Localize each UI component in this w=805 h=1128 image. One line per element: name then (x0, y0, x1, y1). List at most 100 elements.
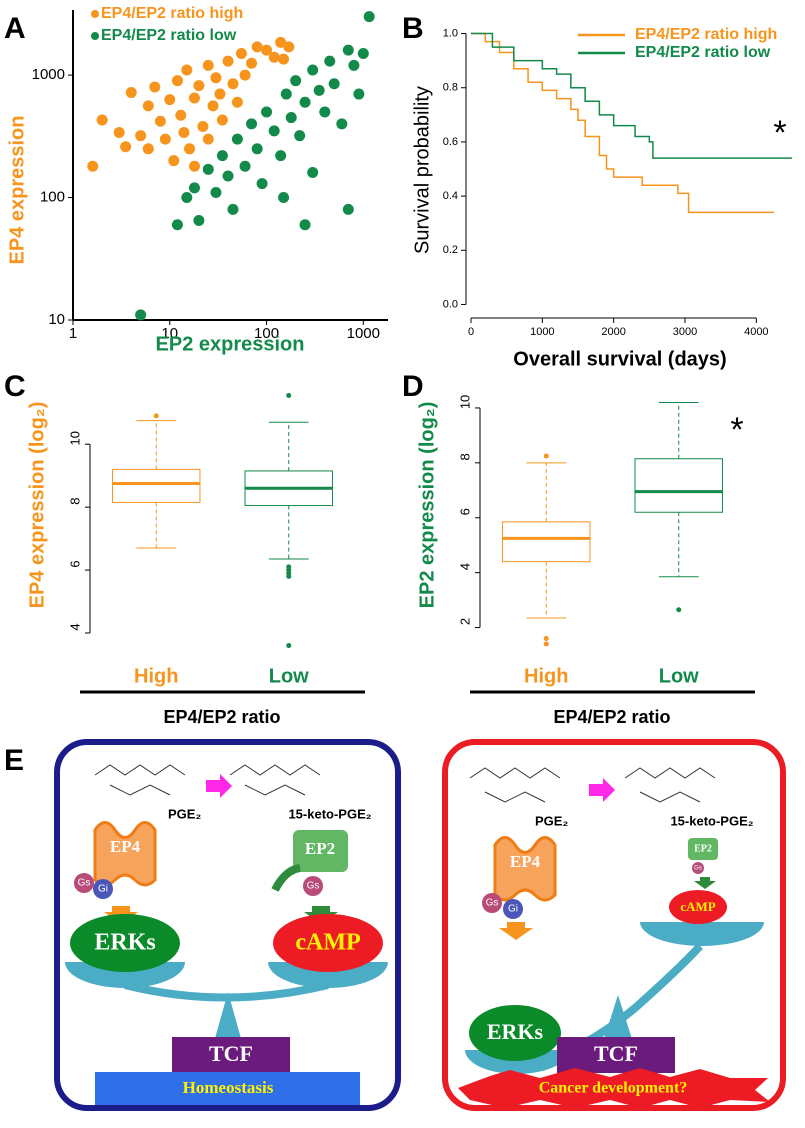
outcome-box (95, 1072, 360, 1105)
structure (639, 791, 701, 803)
x-axis-label: Overall survival (days) (513, 348, 726, 370)
panel-letter: B (402, 12, 424, 45)
y-axis-label: EP4 expression (log₂) (26, 402, 48, 609)
point (235, 48, 247, 60)
panel-letter: A (4, 12, 26, 45)
x-tick-label: 4000 (744, 326, 768, 338)
point (231, 96, 243, 108)
y-tick-label: 1000 (32, 66, 65, 83)
point (125, 87, 137, 99)
point (261, 44, 273, 56)
x-tick-label: 10 (161, 325, 178, 342)
point (142, 143, 154, 155)
point (319, 106, 331, 118)
point (227, 203, 239, 215)
node (172, 1037, 290, 1073)
node (469, 1005, 561, 1061)
point (188, 92, 200, 104)
y-tick-label: 1.0 (443, 27, 458, 39)
label: Gi (508, 904, 518, 915)
pan (65, 962, 185, 988)
point (307, 64, 319, 76)
pan (268, 962, 388, 988)
point (268, 125, 280, 137)
point (348, 59, 360, 71)
x-tick-label: 1000 (347, 325, 380, 342)
point (135, 309, 147, 321)
node (669, 890, 727, 924)
point (328, 78, 340, 90)
point (181, 64, 193, 76)
fulcrum (214, 992, 242, 1042)
label: EP2 (305, 839, 335, 858)
point (216, 114, 228, 126)
x-tick-label: 3000 (673, 326, 697, 338)
x-tick-label: 100 (254, 325, 279, 342)
annotation: * (730, 411, 743, 449)
legend-label: EP4/EP2 ratio low (635, 44, 771, 61)
point (135, 130, 147, 142)
annotation: * (773, 114, 786, 152)
point (239, 69, 251, 81)
point (283, 41, 295, 53)
point (268, 51, 280, 63)
y-tick-label: 100 (40, 189, 65, 206)
point (96, 114, 108, 126)
x-axis-label: EP4/EP2 ratio (553, 707, 670, 727)
pan (640, 922, 764, 946)
point (210, 72, 222, 84)
structure (109, 784, 171, 796)
x-tick-label: 1000 (530, 326, 554, 338)
label: PGE₂ (168, 806, 201, 821)
x-tick-label: 0 (468, 326, 474, 338)
label: Homeostasis (183, 1078, 274, 1097)
label: TCF (209, 1041, 253, 1066)
outlier (676, 607, 682, 613)
y-tick-label: 6 (67, 560, 82, 567)
point (202, 59, 214, 71)
category-label: High (134, 665, 178, 687)
label: Cancer development? (539, 1080, 688, 1097)
panel-letter: D (402, 370, 424, 403)
point (171, 219, 183, 231)
y-axis-label: EP2 expression (log₂) (416, 402, 438, 609)
legend-marker (91, 32, 99, 40)
legend-marker (91, 10, 99, 18)
point (275, 36, 287, 48)
survival-line (471, 32, 792, 159)
arrow (694, 877, 716, 889)
point (188, 160, 200, 172)
label: Gs (694, 866, 702, 872)
arrow (499, 922, 533, 940)
point (184, 143, 196, 155)
point (178, 126, 190, 138)
point (164, 94, 176, 106)
point (181, 192, 193, 204)
y-tick-label: 6 (457, 508, 472, 515)
structure (229, 764, 321, 776)
point (353, 88, 365, 100)
point (278, 192, 290, 204)
receptor (293, 830, 348, 872)
label: EP4 (110, 837, 141, 856)
receptor (493, 836, 557, 902)
point (285, 112, 297, 124)
receptor-tail (271, 864, 301, 892)
beam (124, 981, 329, 1002)
label: Gs (486, 898, 499, 909)
structure (624, 767, 716, 779)
point (336, 118, 348, 130)
y-tick-label: 2 (457, 618, 472, 625)
point (188, 182, 200, 194)
x-tick-label: 2000 (601, 326, 625, 338)
receptor (688, 838, 718, 860)
y-tick-label: 10 (457, 395, 472, 409)
point (216, 150, 228, 162)
y-tick-label: 0.6 (443, 136, 458, 148)
structure (484, 791, 546, 803)
category-label: Low (269, 665, 309, 687)
legend-label: EP4/EP2 ratio high (635, 26, 777, 43)
label: ERKs (487, 1019, 544, 1044)
label: TCF (594, 1041, 638, 1066)
